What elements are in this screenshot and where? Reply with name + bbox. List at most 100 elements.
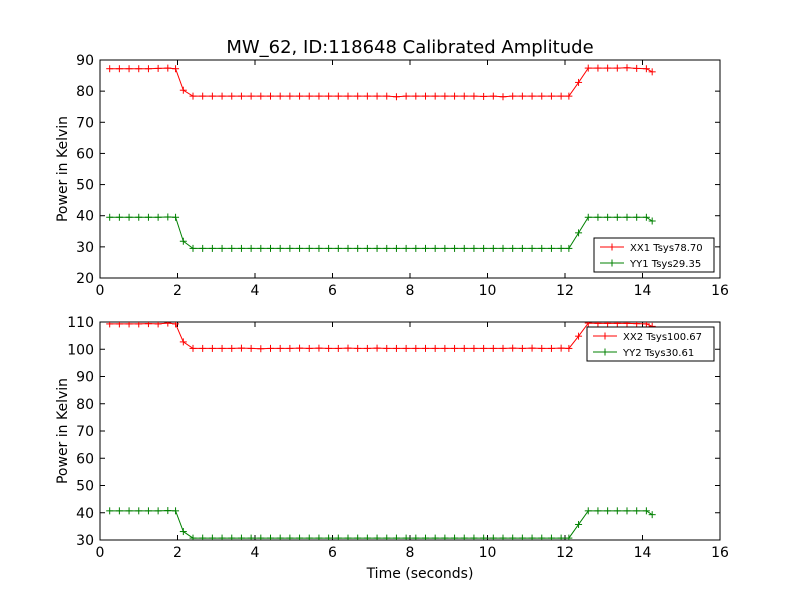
data-point <box>296 344 304 352</box>
data-point <box>431 244 439 252</box>
y-tick-label: 110 <box>67 315 94 331</box>
data-point <box>172 213 180 221</box>
data-point <box>164 322 172 327</box>
legend-label: XX1 Tsys78.70 <box>630 243 703 254</box>
data-point <box>267 92 274 100</box>
data-point <box>441 244 449 252</box>
data-point <box>363 534 371 540</box>
data-point <box>604 507 612 515</box>
data-point <box>334 534 342 540</box>
data-point <box>325 344 333 352</box>
data-point <box>412 344 420 352</box>
data-point <box>451 244 459 252</box>
data-point <box>499 534 507 540</box>
data-point <box>325 244 333 252</box>
data-point <box>528 92 536 100</box>
series-line-2 <box>109 216 653 249</box>
data-point <box>431 534 439 540</box>
y-tick-label: 60 <box>76 146 94 162</box>
legend-box <box>593 237 715 273</box>
data-point <box>172 322 180 328</box>
data-point <box>470 244 478 252</box>
data-point <box>267 534 274 540</box>
data-point <box>441 534 449 540</box>
series-line-2 <box>109 510 653 539</box>
x-tick-label: 0 <box>96 545 105 561</box>
data-point <box>383 92 391 100</box>
y-tick-label: 70 <box>76 424 94 440</box>
data-point <box>648 511 656 519</box>
data-point <box>354 92 362 100</box>
x-tick-label: 6 <box>328 545 337 561</box>
data-point <box>334 344 342 352</box>
data-point <box>276 244 284 252</box>
data-point <box>584 64 592 72</box>
data-point <box>315 244 323 252</box>
data-point <box>305 244 313 252</box>
data-point <box>575 229 583 237</box>
series-group <box>106 322 656 540</box>
data-point <box>642 322 650 328</box>
x-tick-label: 14 <box>634 545 652 561</box>
data-point <box>247 92 255 100</box>
data-point <box>431 92 439 100</box>
data-point <box>575 520 583 528</box>
data-point <box>451 344 459 352</box>
data-point <box>237 244 245 252</box>
data-point <box>144 322 152 328</box>
data-point <box>125 213 133 221</box>
data-point <box>154 213 162 221</box>
data-point <box>305 92 313 100</box>
data-point <box>557 534 565 540</box>
data-point <box>286 244 294 252</box>
data-point <box>344 344 352 352</box>
x-tick-label: 16 <box>711 283 729 299</box>
data-point <box>344 92 352 100</box>
data-point <box>179 338 187 346</box>
data-point <box>144 507 152 515</box>
data-point <box>412 244 420 252</box>
data-point <box>451 92 459 100</box>
y-tick-label: 100 <box>67 342 94 358</box>
data-point <box>286 534 294 540</box>
x-tick-label: 8 <box>406 283 415 299</box>
data-point <box>344 534 352 540</box>
data-point <box>135 65 143 73</box>
data-point <box>480 92 488 100</box>
data-point <box>518 534 526 540</box>
data-point <box>276 344 284 352</box>
data-point <box>528 534 536 540</box>
data-point <box>296 244 304 252</box>
data-point <box>218 244 226 252</box>
data-point <box>115 65 123 73</box>
data-point <box>528 344 536 352</box>
data-point <box>584 507 592 515</box>
data-point <box>557 344 565 352</box>
data-point <box>547 92 555 100</box>
y-tick-label: 40 <box>76 506 94 522</box>
data-point <box>247 344 255 352</box>
y-tick-label: 20 <box>76 271 94 287</box>
legend-label: YY2 Tsys30.61 <box>622 348 694 359</box>
data-point <box>344 244 352 252</box>
legend-label: XX2 Tsys100.67 <box>623 332 702 343</box>
data-point <box>441 92 449 100</box>
data-point <box>363 244 371 252</box>
data-point <box>325 534 333 540</box>
data-point <box>538 244 546 252</box>
data-point <box>441 344 449 352</box>
data-point <box>604 322 612 327</box>
x-tick-label: 0 <box>96 283 105 299</box>
data-point <box>633 507 641 515</box>
data-point <box>257 534 265 540</box>
data-point <box>199 344 207 352</box>
data-point <box>509 344 517 352</box>
data-point <box>623 322 631 327</box>
y-tick-label: 50 <box>76 178 94 194</box>
data-point <box>392 344 400 352</box>
data-point <box>144 213 152 221</box>
data-point <box>642 507 650 515</box>
data-point <box>257 92 265 100</box>
data-point <box>518 92 526 100</box>
